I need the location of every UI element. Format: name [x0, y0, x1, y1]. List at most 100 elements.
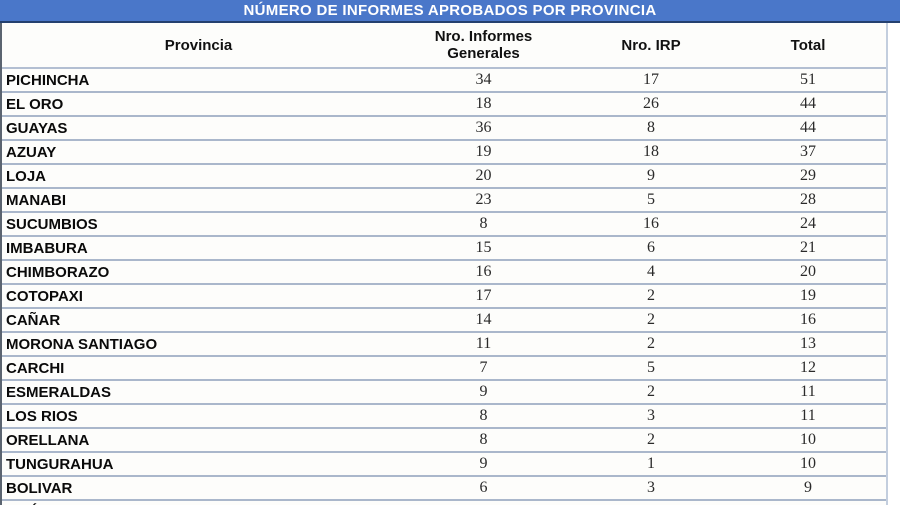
informes-generales-cell: 14	[475, 311, 492, 328]
province-name-cell: SUCUMBIOS	[6, 215, 98, 233]
informes-generales-cell: 6	[479, 479, 488, 496]
column-header-provincia: Provincia	[164, 36, 233, 54]
informes-generales-cell: 34	[475, 71, 492, 88]
irp-cell: 2	[647, 383, 655, 400]
total-cell: 28	[800, 191, 816, 208]
informes-generales-cell: 8	[479, 215, 488, 232]
irp-cell: 16	[643, 215, 659, 232]
irp-cell: 3	[647, 479, 655, 496]
total-cell: 24	[800, 215, 816, 232]
informes-generales-cell: 11	[475, 335, 492, 352]
total-cell: 11	[800, 383, 816, 400]
table-title: NÚMERO DE INFORMES APROBADOS POR PROVINC…	[0, 0, 900, 23]
clipped-accent-glyph: ´	[2, 502, 37, 505]
province-name-cell: ORELLANA	[6, 431, 90, 449]
table-body: PICHINCHA 34 17 51 EL ORO 18 26 44 GUAYA…	[2, 69, 886, 501]
irp-cell: 2	[647, 311, 655, 328]
total-cell: 13	[800, 335, 816, 352]
informes-generales-cell: 36	[475, 119, 492, 136]
province-name-cell: AZUAY	[6, 143, 57, 161]
irp-cell: 6	[647, 239, 655, 256]
province-name-cell: TUNGURAHUA	[6, 455, 114, 473]
irp-cell: 8	[647, 119, 655, 136]
province-name-cell: COTOPAXI	[6, 287, 83, 305]
total-cell: 21	[800, 239, 816, 256]
total-cell: 29	[800, 167, 816, 184]
table-row: CHIMBORAZO 16 4 20	[2, 261, 886, 285]
irp-cell: 17	[643, 71, 659, 88]
irp-cell: 1	[647, 455, 655, 472]
table-row: CARCHI 7 5 12	[2, 357, 886, 381]
table-row: EL ORO 18 26 44	[2, 93, 886, 117]
table-row: BOLIVAR 6 3 9	[2, 477, 886, 501]
total-cell: 44	[800, 95, 816, 112]
total-cell: 44	[800, 119, 816, 136]
informes-generales-cell: 17	[475, 287, 492, 304]
total-cell: 10	[800, 455, 816, 472]
informes-generales-cell: 9	[479, 383, 488, 400]
informes-generales-cell: 20	[475, 167, 492, 184]
total-cell: 16	[800, 311, 816, 328]
province-name-cell: IMBABURA	[6, 239, 88, 257]
total-cell: 11	[800, 407, 816, 424]
irp-cell: 2	[647, 431, 655, 448]
province-name-cell: PICHINCHA	[6, 71, 90, 89]
informes-generales-cell: 19	[475, 143, 492, 160]
informes-generales-cell: 16	[475, 263, 492, 280]
table-row: AZUAY 19 18 37	[2, 141, 886, 165]
province-name-cell: EL ORO	[6, 95, 64, 113]
province-name-cell: CARCHI	[6, 359, 65, 377]
column-header-informes-generales-label: Nro. Informes Generales	[434, 28, 533, 62]
province-name-cell: BOLIVAR	[6, 479, 73, 497]
table-row: ESMERALDAS 9 2 11	[2, 381, 886, 405]
table-row: PICHINCHA 34 17 51	[2, 69, 886, 93]
column-header-informes-generales: Nro. Informes Generales	[395, 28, 572, 62]
table-row: LOS RIOS 8 3 11	[2, 405, 886, 429]
informes-generales-cell: 9	[479, 455, 488, 472]
irp-cell: 18	[643, 143, 659, 160]
informes-generales-cell: 8	[479, 407, 488, 424]
irp-cell: 5	[647, 359, 655, 376]
province-name-cell: MORONA SANTIAGO	[6, 335, 158, 353]
total-cell: 10	[800, 431, 816, 448]
table-row: CAÑAR 14 2 16	[2, 309, 886, 333]
total-cell: 51	[800, 71, 816, 88]
column-header-total: Total	[790, 36, 826, 54]
province-name-cell: CAÑAR	[6, 311, 61, 329]
table-row: ORELLANA 8 2 10	[2, 429, 886, 453]
table-header-row: Provincia Nro. Informes Generales Nro. I…	[2, 23, 886, 69]
province-reports-table: Provincia Nro. Informes Generales Nro. I…	[0, 23, 888, 505]
table-row: GUAYAS 36 8 44	[2, 117, 886, 141]
irp-cell: 3	[647, 407, 655, 424]
informes-generales-cell: 15	[475, 239, 492, 256]
total-cell: 9	[804, 479, 812, 496]
informes-generales-cell: 23	[475, 191, 492, 208]
total-cell: 20	[800, 263, 816, 280]
irp-cell: 5	[647, 191, 655, 208]
informes-generales-cell: 18	[475, 95, 492, 112]
province-name-cell: LOJA	[6, 167, 47, 185]
total-cell: 12	[800, 359, 816, 376]
province-name-cell: LOS RIOS	[6, 407, 78, 425]
province-name-cell: CHIMBORAZO	[6, 263, 110, 281]
table-row-partial-clipped: ´	[2, 501, 886, 505]
column-header-irp: Nro. IRP	[621, 36, 681, 54]
table-row: COTOPAXI 17 2 19	[2, 285, 886, 309]
table-row: IMBABURA 15 6 21	[2, 237, 886, 261]
irp-cell: 4	[647, 263, 655, 280]
province-name-cell: MANABI	[6, 191, 66, 209]
irp-cell: 2	[647, 287, 655, 304]
total-cell: 37	[800, 143, 816, 160]
informes-generales-cell: 8	[479, 431, 488, 448]
total-cell: 19	[800, 287, 816, 304]
table-row: SUCUMBIOS 8 16 24	[2, 213, 886, 237]
province-name-cell: GUAYAS	[6, 119, 68, 137]
irp-cell: 9	[647, 167, 655, 184]
informes-generales-cell: 7	[479, 359, 488, 376]
table-row: LOJA 20 9 29	[2, 165, 886, 189]
table-row: MANABI 23 5 28	[2, 189, 886, 213]
table-row: MORONA SANTIAGO 11 2 13	[2, 333, 886, 357]
irp-cell: 2	[647, 335, 655, 352]
irp-cell: 26	[643, 95, 659, 112]
